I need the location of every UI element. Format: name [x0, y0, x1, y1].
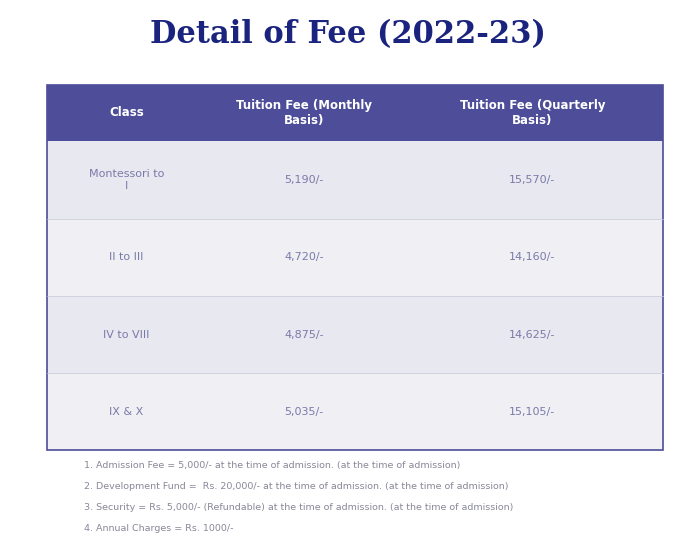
Text: 5,190/-: 5,190/-: [284, 175, 324, 185]
Text: IV to VIII: IV to VIII: [103, 330, 150, 340]
Text: Montessori to
I: Montessori to I: [88, 169, 164, 191]
FancyBboxPatch shape: [47, 85, 663, 141]
Text: IX & X: IX & X: [109, 407, 143, 417]
Text: 5,035/-: 5,035/-: [284, 407, 324, 417]
Text: 15,105/-: 15,105/-: [509, 407, 555, 417]
Text: Tuition Fee (Quarterly
Basis): Tuition Fee (Quarterly Basis): [459, 99, 606, 127]
Text: Detail of Fee (2022-23): Detail of Fee (2022-23): [150, 19, 546, 50]
Text: 15,570/-: 15,570/-: [509, 175, 555, 185]
Text: II to III: II to III: [109, 252, 143, 262]
Text: 3. Security = Rs. 5,000/- (Refundable) at the time of admission. (at the time of: 3. Security = Rs. 5,000/- (Refundable) a…: [84, 503, 513, 512]
Text: 1. Admission Fee = 5,000/- at the time of admission. (at the time of admission): 1. Admission Fee = 5,000/- at the time o…: [84, 461, 460, 470]
Text: Tuition Fee (Monthly
Basis): Tuition Fee (Monthly Basis): [236, 99, 372, 127]
Text: 4. Annual Charges = Rs. 1000/-: 4. Annual Charges = Rs. 1000/-: [84, 524, 233, 532]
Text: 2. Development Fund =  Rs. 20,000/- at the time of admission. (at the time of ad: 2. Development Fund = Rs. 20,000/- at th…: [84, 482, 508, 491]
FancyBboxPatch shape: [47, 296, 663, 373]
Text: 14,160/-: 14,160/-: [509, 252, 555, 262]
Text: 4,875/-: 4,875/-: [284, 330, 324, 340]
FancyBboxPatch shape: [47, 373, 663, 450]
Text: 4,720/-: 4,720/-: [284, 252, 324, 262]
FancyBboxPatch shape: [47, 218, 663, 296]
Text: 14,625/-: 14,625/-: [509, 330, 555, 340]
Text: Class: Class: [109, 106, 143, 120]
FancyBboxPatch shape: [47, 141, 663, 218]
